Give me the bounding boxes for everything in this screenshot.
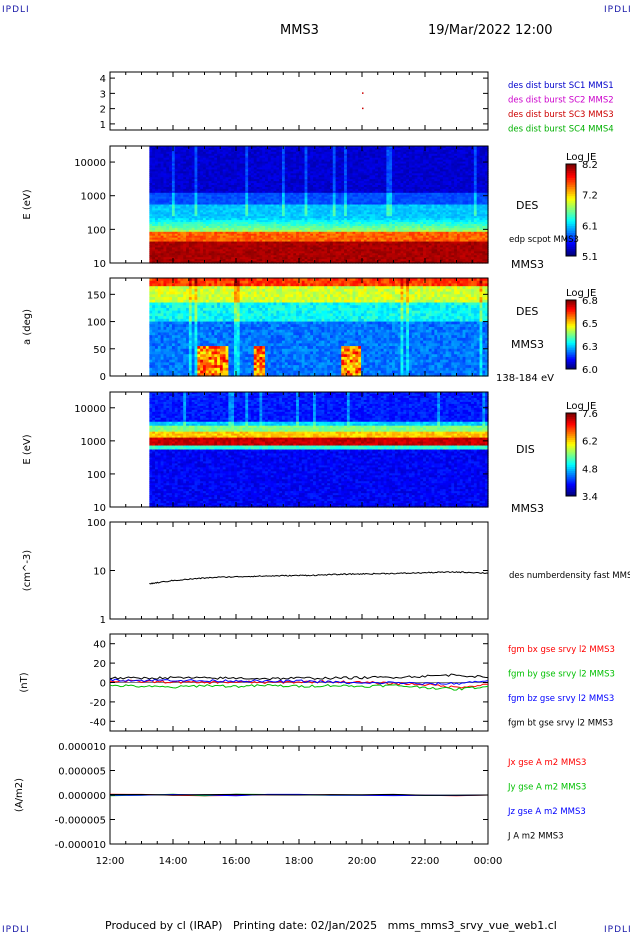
- des-energy-image: [149, 146, 488, 264]
- des-pitch-colorbar-tick: 6.0: [582, 365, 598, 376]
- des-energy-ytick-label: 1000: [81, 192, 106, 203]
- density-ylabel: (cm^-3): [22, 550, 33, 591]
- xaxis-tick-label: 12:00: [96, 856, 125, 867]
- bfield-series-line: [110, 674, 488, 680]
- dis-energy-image: [149, 392, 488, 508]
- bfield-legend-entry: fgm bz gse srvy l2 MMS3: [508, 694, 614, 704]
- des-pitch-spacecraft: MMS3: [511, 338, 544, 351]
- des-energy-ytick-label: 10: [93, 259, 106, 270]
- dis-energy-spacecraft: MMS3: [511, 502, 544, 515]
- burst-legend-entry: des dist burst SC1 MMS1: [508, 81, 614, 91]
- xaxis-tick-label: 22:00: [411, 856, 440, 867]
- current-series-line: [110, 794, 488, 795]
- dis-energy-ytick-label: 10000: [74, 404, 106, 415]
- current-legend-entry: Jz gse A m2 MMS3: [507, 807, 586, 817]
- xaxis-tick-label: 16:00: [222, 856, 251, 867]
- burst-legend-entry: des dist burst SC2 MMS2: [508, 96, 614, 106]
- des-energy-colorbar-tick: 7.2: [582, 191, 598, 202]
- current-legend-entry: J A m2 MMS3: [507, 832, 564, 842]
- des-energy-ytick-label: 10000: [74, 158, 106, 169]
- des-pitch-instrument: DES: [516, 305, 538, 318]
- density-legend-entry: des numberdensity fast MMS3: [509, 571, 630, 581]
- xaxis-tick-label: 00:00: [474, 856, 503, 867]
- dis-energy-ylabel: E (eV): [22, 434, 33, 464]
- density-series-line: [149, 572, 488, 584]
- burst-point: [362, 108, 364, 110]
- dis-energy-ytick-label: 1000: [81, 437, 106, 448]
- des-pitch-colorbar-tick: 6.8: [582, 296, 598, 307]
- des-energy-ylabel: E (eV): [22, 189, 33, 219]
- des-pitch-ytick-label: 0: [100, 372, 106, 383]
- current-legend-entry: Jy gse A m2 MMS3: [507, 783, 586, 793]
- bfield-ytick-label: -40: [90, 717, 106, 728]
- density-ytick-label: 10: [93, 567, 106, 578]
- current-ytick-label: 0.000005: [58, 767, 106, 778]
- burst-legend-entry: des dist burst SC3 MMS3: [508, 110, 614, 120]
- density-ytick-label: 100: [87, 518, 106, 529]
- bfield-ylabel: (nT): [19, 672, 30, 692]
- burst-ytick-label: 1: [100, 120, 106, 131]
- current-ytick-label: -0.000010: [55, 840, 106, 851]
- xaxis-tick-label: 14:00: [159, 856, 188, 867]
- footer-printing-date: Printing date: 02/Jan/2025: [233, 919, 377, 932]
- dis-energy-ytick-label: 10: [93, 503, 106, 514]
- footer-script: mms_mms3_srvy_vue_web1.cl: [388, 919, 557, 932]
- current-ytick-label: 0.000000: [58, 791, 106, 802]
- bfield-legend-entry: fgm bx gse srvy l2 MMS3: [508, 645, 615, 655]
- bfield-series-line: [110, 685, 488, 691]
- bfield-legend-entry: fgm bt gse srvy l2 MMS3: [508, 719, 613, 729]
- des-pitch-ytick-label: 50: [93, 345, 106, 356]
- bfield-ytick-label: 40: [93, 640, 106, 651]
- burst-point: [362, 92, 364, 94]
- des-pitch-ytick-label: 150: [87, 290, 106, 301]
- current-ylabel: (A/m2): [14, 778, 25, 812]
- density-frame: [110, 522, 488, 619]
- des-pitch-ylabel: a (deg): [22, 309, 33, 345]
- footer-line: Produced by cl (IRAP) Printing date: 02/…: [105, 919, 557, 932]
- des-energy-colorbar-tick: 6.1: [582, 221, 598, 232]
- des-pitch-colorbar-tick: 6.3: [582, 342, 598, 353]
- bfield-ytick-label: 0: [100, 679, 106, 690]
- bfield-ytick-label: 20: [93, 659, 106, 670]
- des-energy-colorbar-tick: 8.2: [582, 160, 598, 171]
- density-ytick-label: 1: [100, 615, 106, 626]
- des-energy-overlay: edp scpot MMS3: [509, 235, 579, 245]
- dis-energy-colorbar-tick: 3.4: [582, 492, 598, 503]
- current-legend-entry: Jx gse A m2 MMS3: [507, 758, 586, 768]
- des-pitch-colorbar-tick: 6.5: [582, 319, 598, 330]
- burst-ytick-label: 2: [100, 105, 106, 116]
- dis-energy-colorbar: [566, 413, 576, 497]
- burst-legend-entry: des dist burst SC4 MMS4: [508, 125, 614, 135]
- footer-produced-by: Produced by cl (IRAP): [105, 919, 222, 932]
- des-energy-instrument: DES: [516, 199, 538, 212]
- des-pitch-energy-range: 138-184 eV: [496, 373, 554, 384]
- xaxis-tick-label: 20:00: [348, 856, 377, 867]
- des-energy-spacecraft: MMS3: [511, 258, 544, 271]
- burst-ytick-label: 3: [100, 89, 106, 100]
- bfield-ytick-label: -20: [90, 698, 106, 709]
- burst-ytick-label: 4: [100, 74, 106, 85]
- des-pitch-ytick-label: 100: [87, 318, 106, 329]
- dis-energy-colorbar-tick: 6.2: [582, 437, 598, 448]
- dis-energy-ytick-label: 100: [87, 470, 106, 481]
- xaxis-tick-label: 18:00: [285, 856, 314, 867]
- dis-energy-colorbar-tick: 4.8: [582, 464, 598, 475]
- des-energy-ytick-label: 100: [87, 225, 106, 236]
- dis-energy-instrument: DIS: [516, 443, 535, 456]
- des-pitch-colorbar: [566, 300, 576, 370]
- des-pitch-image: [149, 278, 488, 377]
- des-energy-colorbar-tick: 5.1: [582, 252, 598, 263]
- current-ytick-label: -0.000005: [55, 816, 106, 827]
- current-ytick-label: 0.000010: [58, 742, 106, 753]
- bfield-legend-entry: fgm by gse srvy l2 MMS3: [508, 670, 615, 680]
- burst-frame: [110, 72, 488, 130]
- dis-energy-colorbar-tick: 7.6: [582, 409, 598, 420]
